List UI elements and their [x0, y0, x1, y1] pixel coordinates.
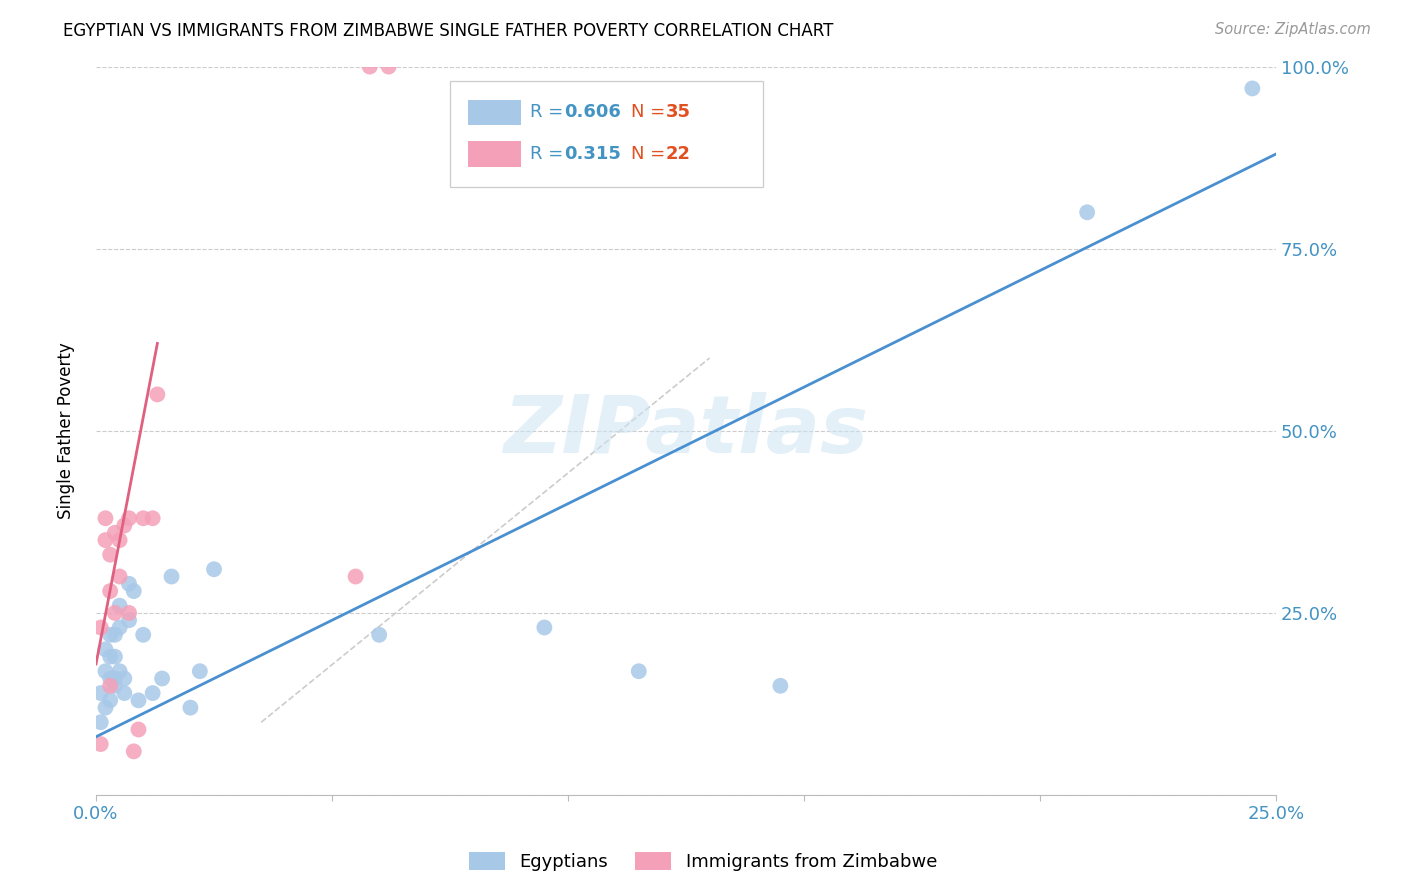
- Text: Source: ZipAtlas.com: Source: ZipAtlas.com: [1215, 22, 1371, 37]
- FancyBboxPatch shape: [468, 100, 520, 125]
- Text: 22: 22: [666, 145, 690, 163]
- Point: [132, 511, 155, 525]
- Point: [104, 649, 127, 664]
- Text: ZIPatlas: ZIPatlas: [503, 392, 869, 470]
- Point: [118, 613, 141, 627]
- Point: [1241, 81, 1264, 95]
- Point: [142, 511, 165, 525]
- Point: [122, 744, 145, 758]
- Point: [118, 511, 141, 525]
- Point: [98, 628, 121, 642]
- Legend: Egyptians, Immigrants from Zimbabwe: Egyptians, Immigrants from Zimbabwe: [461, 845, 945, 879]
- Point: [179, 700, 201, 714]
- Point: [377, 60, 399, 74]
- Point: [112, 686, 135, 700]
- Point: [104, 525, 127, 540]
- Point: [98, 679, 121, 693]
- Text: 0.315: 0.315: [564, 145, 621, 163]
- Text: N =: N =: [630, 103, 671, 121]
- Text: N =: N =: [630, 145, 671, 163]
- Point: [118, 576, 141, 591]
- Point: [108, 569, 131, 583]
- Y-axis label: Single Father Poverty: Single Father Poverty: [58, 343, 75, 519]
- Point: [142, 686, 165, 700]
- Point: [90, 620, 112, 634]
- Text: EGYPTIAN VS IMMIGRANTS FROM ZIMBABWE SINGLE FATHER POVERTY CORRELATION CHART: EGYPTIAN VS IMMIGRANTS FROM ZIMBABWE SIN…: [63, 22, 834, 40]
- Point: [104, 672, 127, 686]
- Point: [108, 664, 131, 678]
- Point: [188, 664, 211, 678]
- Point: [90, 686, 112, 700]
- Text: 0.606: 0.606: [564, 103, 621, 121]
- Point: [146, 387, 169, 401]
- Point: [160, 569, 183, 583]
- Point: [98, 548, 121, 562]
- Point: [104, 606, 127, 620]
- Point: [359, 60, 381, 74]
- Point: [769, 679, 792, 693]
- Point: [94, 511, 117, 525]
- Text: R =: R =: [530, 103, 569, 121]
- Point: [104, 679, 127, 693]
- Point: [344, 569, 367, 583]
- FancyBboxPatch shape: [468, 141, 520, 167]
- Point: [202, 562, 225, 576]
- Point: [98, 672, 121, 686]
- Point: [533, 620, 555, 634]
- Point: [94, 642, 117, 657]
- Point: [108, 599, 131, 613]
- Point: [122, 584, 145, 599]
- Point: [98, 584, 121, 599]
- Point: [627, 664, 650, 678]
- Point: [94, 700, 117, 714]
- Point: [108, 533, 131, 547]
- Point: [128, 723, 150, 737]
- Text: 35: 35: [666, 103, 690, 121]
- Point: [90, 737, 112, 751]
- Point: [108, 620, 131, 634]
- Point: [98, 649, 121, 664]
- Point: [94, 533, 117, 547]
- Point: [368, 628, 391, 642]
- Point: [98, 693, 121, 707]
- Point: [128, 693, 150, 707]
- Point: [1076, 205, 1098, 219]
- FancyBboxPatch shape: [450, 81, 762, 186]
- Point: [112, 672, 135, 686]
- Point: [90, 715, 112, 730]
- Point: [94, 664, 117, 678]
- Point: [104, 628, 127, 642]
- Point: [150, 672, 173, 686]
- Point: [132, 628, 155, 642]
- Text: R =: R =: [530, 145, 569, 163]
- Point: [118, 606, 141, 620]
- Point: [112, 518, 135, 533]
